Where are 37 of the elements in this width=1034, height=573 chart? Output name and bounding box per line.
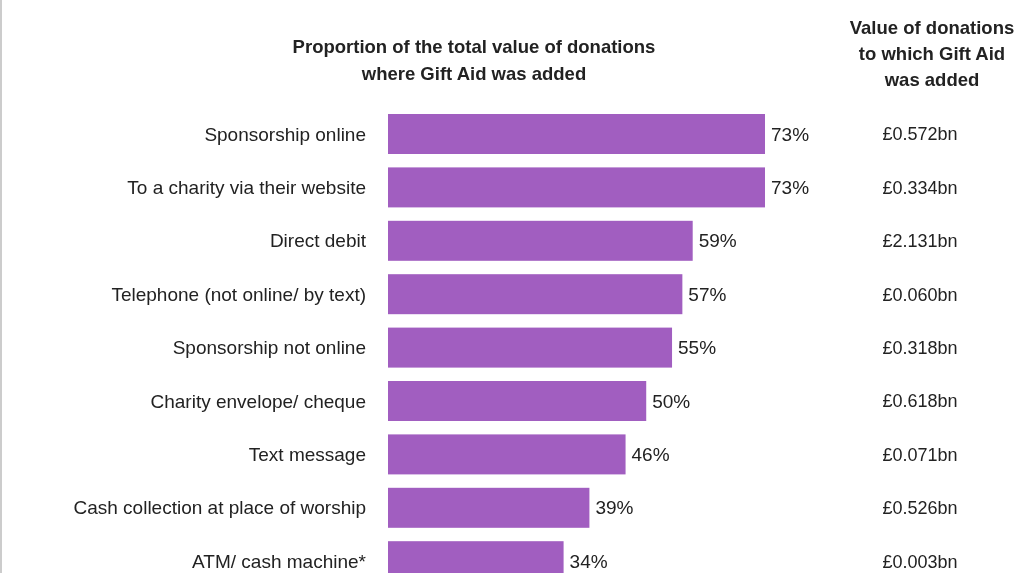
data-label: 46% <box>631 444 670 466</box>
text: £0.618bn <box>882 391 958 412</box>
y-tick-label: ATM/ cash machine* <box>192 550 367 572</box>
y-tick-label: Direct debit <box>269 230 367 252</box>
data-label: 57% <box>688 283 727 305</box>
bar <box>388 220 693 261</box>
y-tick-label: Sponsorship online <box>204 123 366 145</box>
bar <box>388 114 765 154</box>
bar <box>388 381 647 421</box>
bar <box>388 167 765 208</box>
data-label: 55% <box>678 337 717 359</box>
text: Value of donations to which Gift Aid was added <box>849 17 1015 90</box>
data-label: 50% <box>652 390 691 412</box>
bar <box>388 274 683 315</box>
bar <box>388 434 626 475</box>
text: £0.003bn <box>882 551 958 572</box>
y-tick-label: Cash collection at place of worship <box>73 497 366 519</box>
data-label: 34% <box>569 550 608 572</box>
bar <box>388 487 590 528</box>
text: £0.071bn <box>882 444 958 465</box>
y-tick-label: Sponsorship not online <box>172 337 366 359</box>
bar <box>388 327 673 368</box>
text: £0.334bn <box>882 177 958 198</box>
text: £0.318bn <box>882 337 958 358</box>
data-label: 59% <box>698 230 737 252</box>
y-tick-label: Text message <box>248 444 366 466</box>
text: £0.060bn <box>882 284 958 305</box>
text: £2.131bn <box>882 231 958 252</box>
chart-title: Proportion of the total value of donations where Gift Aid was added <box>292 36 656 84</box>
y-tick-label: To a charity via their website <box>127 177 366 199</box>
text: £0.526bn <box>882 498 958 519</box>
text: £0.572bn <box>882 124 958 145</box>
y-tick-label: Charity envelope/ cheque <box>150 390 366 412</box>
y-tick-label: Telephone (not online/ by text) <box>111 283 366 305</box>
data-label: 39% <box>595 497 634 519</box>
data-label: 73% <box>771 177 810 199</box>
data-label: 73% <box>771 123 810 145</box>
